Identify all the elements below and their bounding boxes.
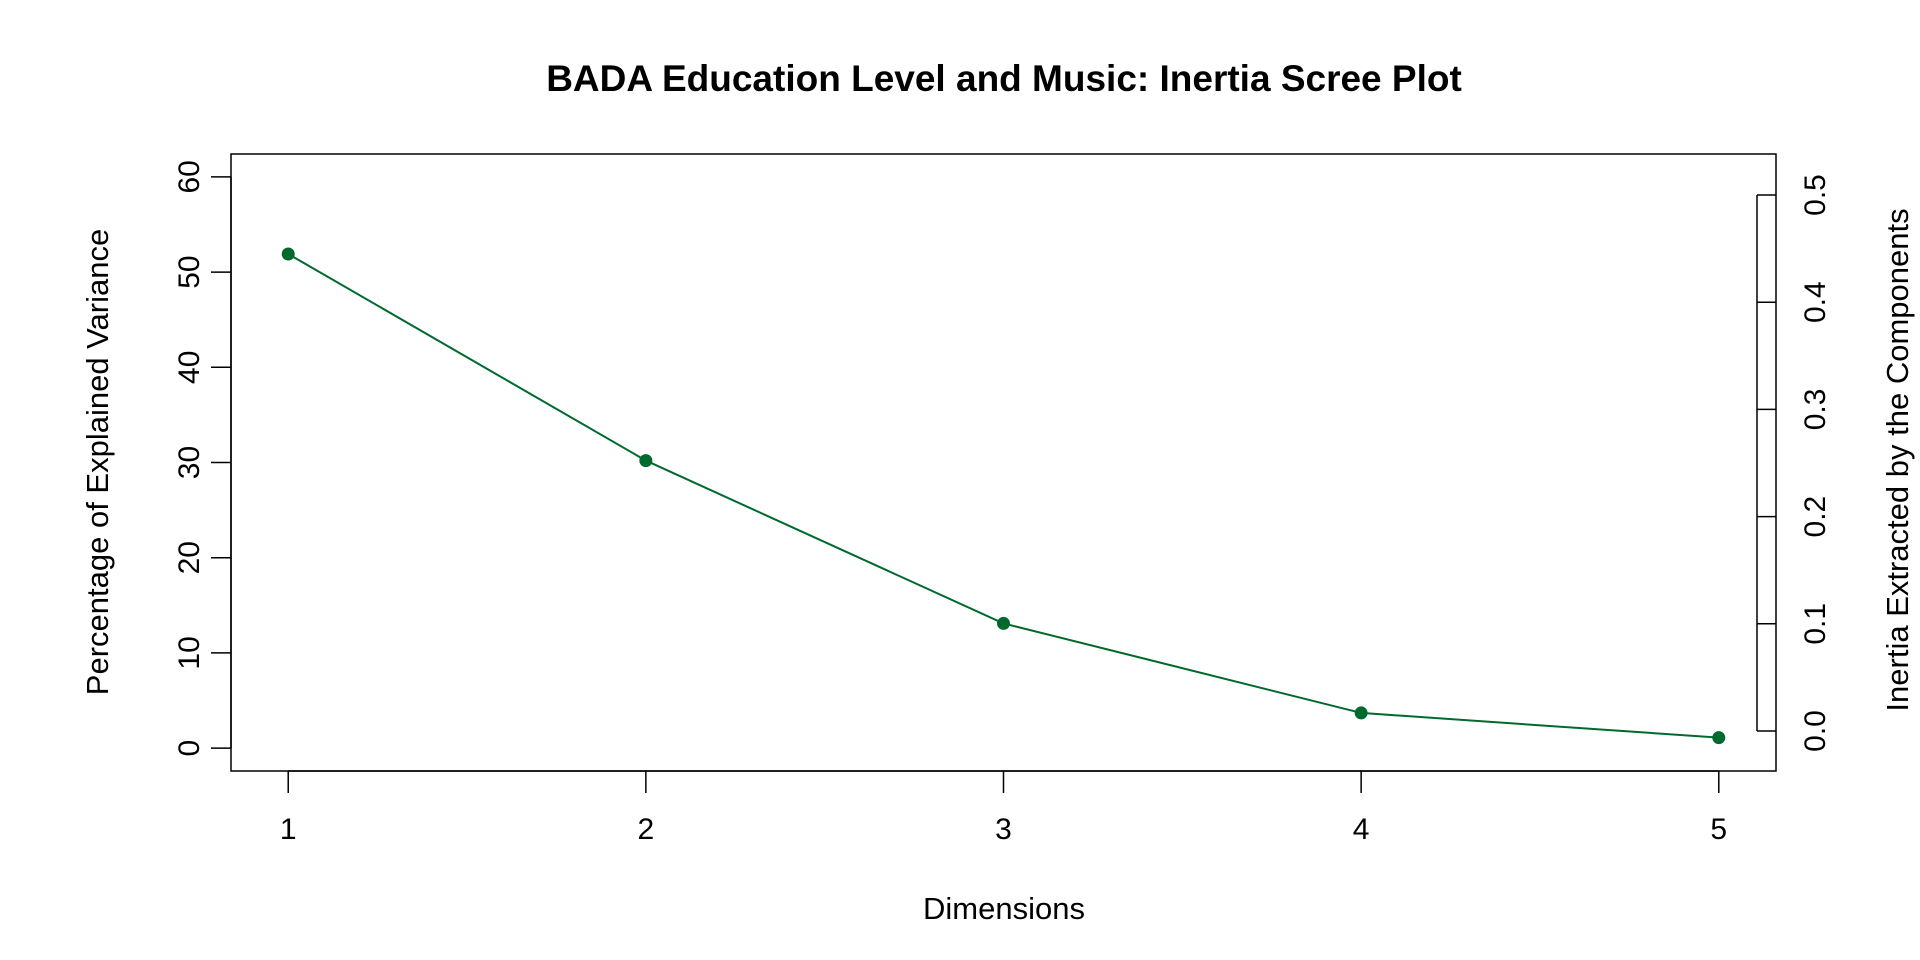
y2-tick-label: 0.3 [1799,389,1832,431]
y2-tick-label: 0.0 [1799,710,1832,752]
y2-tick-label: 0.1 [1799,603,1832,645]
y-tick-label: 20 [173,541,206,574]
data-point [1354,706,1368,720]
x-tick-label: 2 [638,813,655,846]
y-tick-label: 50 [173,255,206,288]
x-tick-label: 5 [1710,813,1727,846]
y2-tick-label: 0.2 [1799,496,1832,538]
chart-title: BADA Education Level and Music: Inertia … [546,58,1462,99]
x-tick-label: 4 [1353,813,1370,846]
data-point [1712,731,1726,745]
y-tick-label: 10 [173,636,206,669]
x-tick-label: 1 [280,813,297,846]
y2-tick-label: 0.4 [1799,281,1832,323]
y-tick-label: 40 [173,351,206,384]
y2-axis-label: Inertia Extracted by the Components [1880,208,1915,711]
series-line [287,253,1719,739]
y-axis-left: 0 10 20 30 40 50 60 [173,160,232,757]
y-axis-right: 0.0 0.1 0.2 0.3 0.4 0.5 [1756,174,1832,752]
data-point [281,247,295,261]
x-axis: 1 2 3 4 5 [280,770,1727,846]
y-tick-label: 60 [173,160,206,193]
x-tick-label: 3 [995,813,1012,846]
series-layer [281,247,1726,745]
y-tick-label: 0 [173,740,206,757]
data-point [639,454,653,468]
y-axis-label: Percentage of Explained Variance [80,229,115,695]
data-point [997,616,1010,630]
y2-tick-label: 0.5 [1799,174,1832,216]
y-tick-label: 30 [173,446,206,479]
plot-frame [230,153,1777,772]
x-axis-label: Dimensions [923,891,1085,926]
